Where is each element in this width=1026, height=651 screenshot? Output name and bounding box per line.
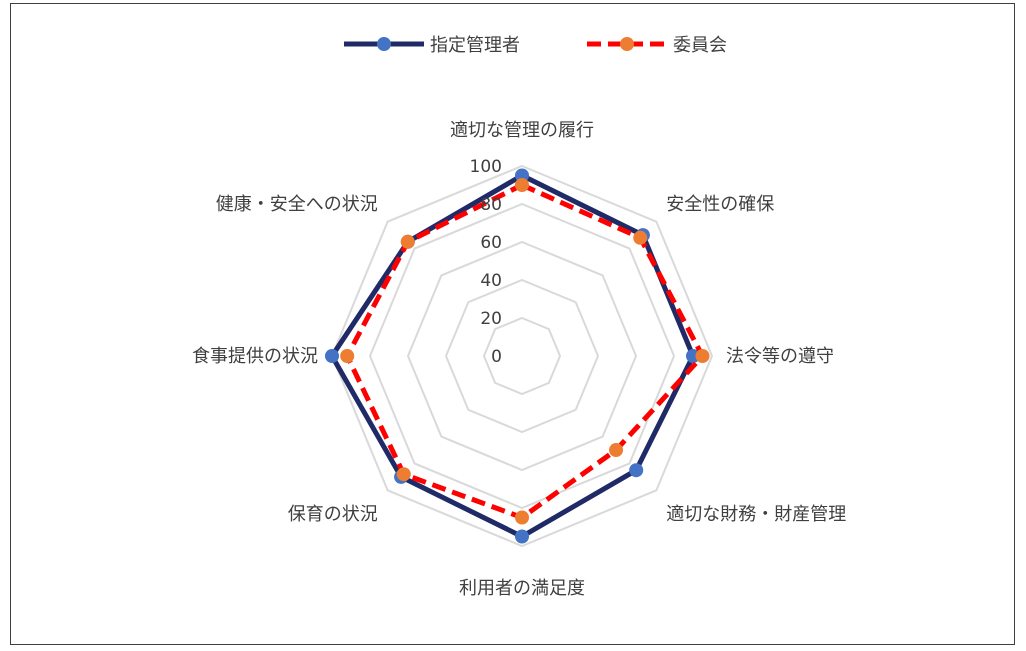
series-1-point bbox=[325, 349, 339, 363]
tick-label: 60 bbox=[480, 233, 502, 253]
tick-label: 40 bbox=[480, 271, 502, 291]
legend-marker bbox=[620, 37, 634, 51]
tick-label: 20 bbox=[480, 309, 502, 329]
series-2-point bbox=[515, 178, 529, 192]
legend-marker bbox=[377, 37, 391, 51]
category-label: 法令等の遵守 bbox=[726, 346, 834, 367]
legend-label: 指定管理者 bbox=[430, 35, 520, 56]
series-2-point bbox=[340, 349, 355, 363]
series-1-point bbox=[515, 529, 529, 544]
radar-grid bbox=[330, 164, 714, 548]
grid-ring bbox=[368, 202, 676, 510]
radar-chart: 0 20 40 60 80 100 適切な管理の履行安全性の確保法令等の遵守適切な財務・財… bbox=[192, 35, 846, 599]
category-label: 健康・安全への状況 bbox=[216, 194, 378, 215]
series-2-point bbox=[515, 510, 529, 525]
grid-ring bbox=[444, 278, 600, 434]
chart-frame: 0 20 40 60 80 100 適切な管理の履行安全性の確保法令等の遵守適切な財務・財… bbox=[10, 3, 1015, 645]
legend: 指定管理者 委員会 bbox=[344, 35, 727, 56]
series-2-point bbox=[396, 467, 411, 482]
category-label: 食事提供の状況 bbox=[192, 346, 318, 367]
grid-ring bbox=[330, 164, 714, 548]
category-label: 利用者の満足度 bbox=[459, 578, 585, 599]
category-label: 適切な財務・財産管理 bbox=[666, 504, 846, 525]
category-label: 適切な管理の履行 bbox=[450, 120, 594, 141]
tick-label: 100 bbox=[470, 157, 502, 177]
legend-label: 委員会 bbox=[673, 35, 727, 56]
series-2-point bbox=[633, 230, 648, 245]
category-label: 安全性の確保 bbox=[666, 194, 774, 215]
radial-tick-labels: 0 20 40 60 80 100 bbox=[470, 157, 502, 367]
grid-ring bbox=[482, 316, 562, 396]
series-2-point bbox=[400, 234, 415, 249]
tick-label: 0 bbox=[491, 347, 502, 367]
category-label: 保育の状況 bbox=[288, 504, 378, 525]
grid-ring bbox=[406, 240, 638, 472]
series-2-point bbox=[695, 349, 710, 363]
series-1-point bbox=[629, 463, 644, 478]
series-2-point bbox=[609, 443, 624, 458]
series-layer bbox=[325, 168, 710, 544]
tick-label: 80 bbox=[480, 195, 502, 215]
